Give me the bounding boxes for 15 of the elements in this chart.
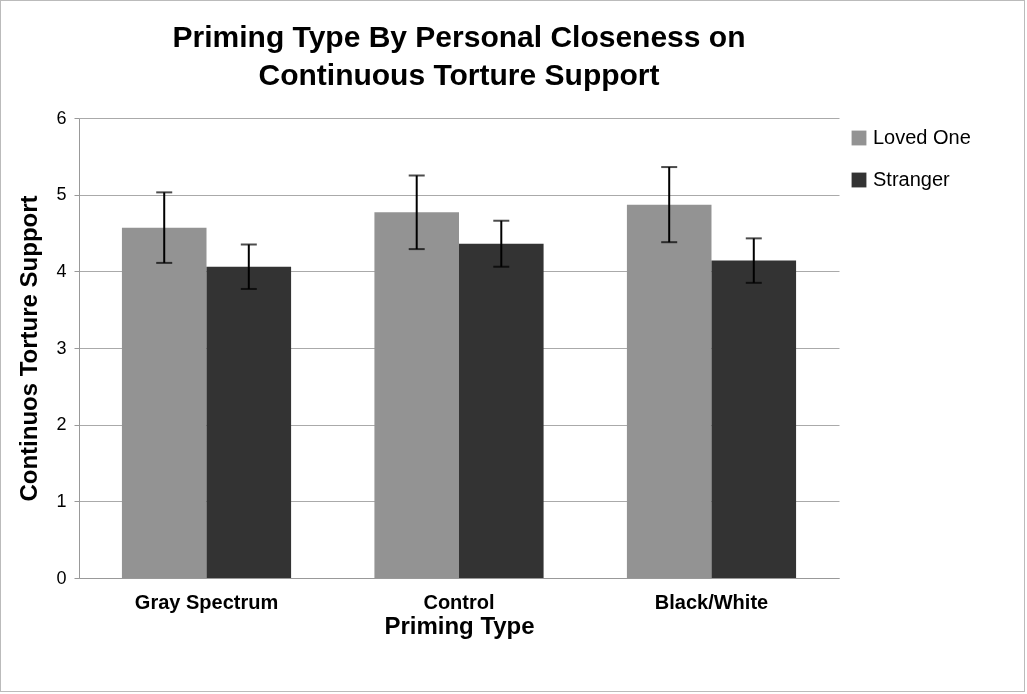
y-tick-label: 4 (56, 260, 67, 281)
y-tick-label: 0 (56, 567, 67, 588)
y-tick-label: 2 (56, 414, 67, 435)
y-axis-title: Continuos Torture Support (15, 195, 43, 502)
x-tick-label: Control (423, 590, 495, 613)
x-tick-label: Black/White (654, 590, 769, 613)
y-tick-label: 3 (56, 337, 67, 358)
chart-title: Priming Type By Personal Closeness on Continuous Torture Support (172, 20, 746, 91)
legend-label: Stranger (873, 168, 951, 190)
x-axis-title: Priming Type (384, 611, 535, 639)
y-tick-label: 6 (56, 107, 67, 128)
y-tick-label: 1 (56, 490, 67, 511)
legend-label: Loved One (873, 126, 971, 148)
y-tick-label: 5 (56, 184, 67, 205)
x-tick-label: Gray Spectrum (134, 590, 279, 613)
